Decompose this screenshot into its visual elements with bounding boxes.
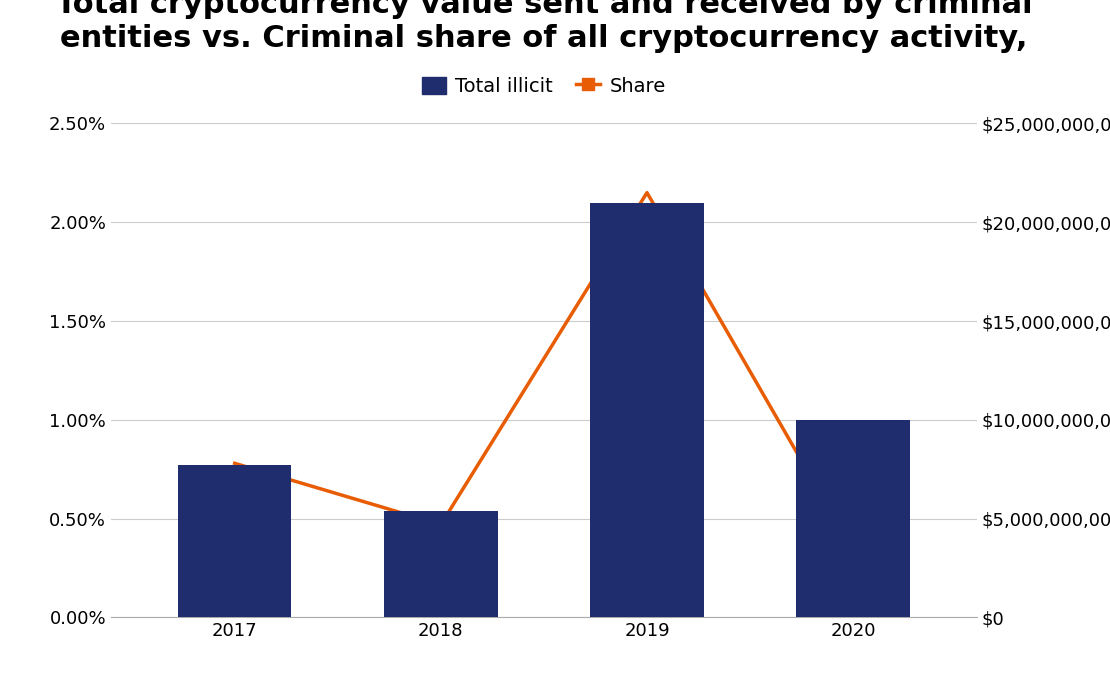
Bar <box>591 202 704 617</box>
Bar <box>384 510 497 617</box>
Bar <box>796 420 910 617</box>
Bar <box>178 465 291 617</box>
Legend: Total illicit, Share: Total illicit, Share <box>414 69 674 104</box>
Title: Total cryptocurrency value sent and received by criminal
entities vs. Criminal s: Total cryptocurrency value sent and rece… <box>56 0 1032 53</box>
